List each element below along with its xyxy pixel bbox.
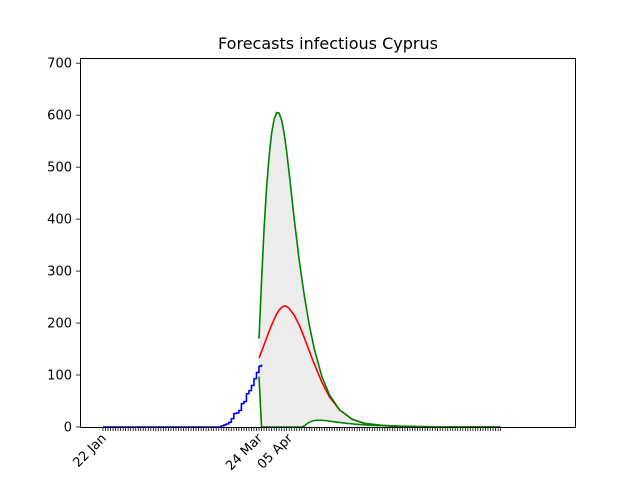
chart-title: Forecasts infectious Cyprus xyxy=(218,34,438,53)
x-tick-label: 05 Apr xyxy=(255,431,297,473)
uncertainty-band-layer xyxy=(259,112,501,427)
y-tick-label: 100 xyxy=(47,369,72,384)
y-tick-label: 400 xyxy=(47,213,72,228)
series-line-forecast-upper xyxy=(258,111,501,428)
y-tick-label: 200 xyxy=(47,317,72,332)
series-layer xyxy=(103,111,501,428)
series-line-forecast-lower xyxy=(258,376,501,428)
y-tick-label: 700 xyxy=(47,57,72,72)
y-ticks: 0 100 200 300 400 500 600 700 xyxy=(47,57,80,436)
uncertainty-band xyxy=(259,112,501,427)
y-tick-label: 500 xyxy=(47,161,72,176)
y-tick-label: 600 xyxy=(47,109,72,124)
plot-frame xyxy=(80,58,576,428)
y-tick-label: 0 xyxy=(64,421,72,436)
series-line-observed xyxy=(103,364,263,428)
y-tick-label: 300 xyxy=(47,265,72,280)
x-tick-label: 22 Jan xyxy=(70,431,109,470)
